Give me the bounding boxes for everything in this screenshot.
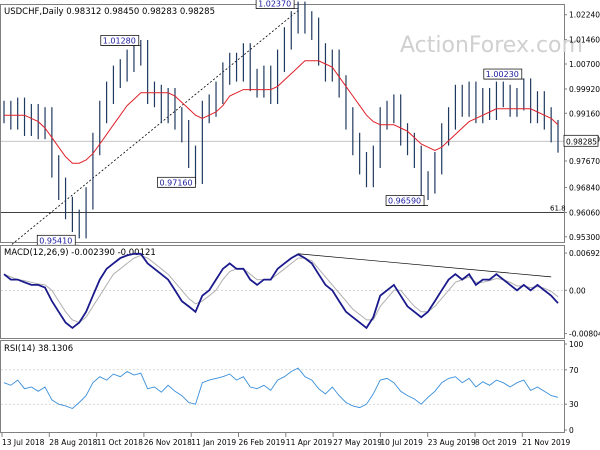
rsi-y-tick-label: 70	[569, 366, 579, 375]
rsi-line	[3, 367, 559, 410]
rsi-y-tick-label: 100	[569, 340, 584, 349]
annotation-label: 1.01280	[103, 36, 136, 45]
price-y-tick-label: 1.02240	[569, 11, 600, 20]
x-tick-label: 26 Nov 2018	[144, 438, 192, 447]
macd-y-tick-label: 0.006927	[569, 249, 600, 258]
rsi-y-tick-label: 0	[569, 426, 574, 435]
last-price-label: 0.98285	[566, 137, 597, 146]
macd-panel-frame	[0, 245, 565, 339]
macd-label: MACD(12,26,9) -0.002390 -0.00121	[4, 248, 156, 258]
price-y-tick-label: 0.99160	[569, 109, 600, 118]
macd-y-axis: 0.006927 0.00 -0.008049	[564, 249, 600, 339]
fib-level-label: 61.8	[550, 204, 566, 212]
x-tick-label: 8 Oct 2019	[475, 438, 517, 447]
x-tick-label: 28 Aug 2018	[49, 438, 97, 447]
rsi-panel-frame	[0, 340, 565, 433]
macd-y-tick-label: -0.008049	[569, 330, 600, 339]
macd-trendline	[298, 253, 552, 278]
moving-average-line	[4, 60, 559, 164]
annotation-box	[157, 176, 196, 188]
x-tick-label: 10 Jul 2019	[380, 438, 423, 447]
rsi-y-axis: 100 70 30 0	[1, 340, 584, 435]
macd-panel: MACD(12,26,9) -0.002390 -0.00121 0.00692…	[0, 245, 600, 339]
annotation-label: 1.02370	[258, 0, 291, 9]
x-tick-label: 13 Jul 2018	[2, 438, 45, 447]
x-tick-label: 23 Aug 2019	[428, 438, 476, 447]
x-axis: 13 Jul 2018 28 Aug 2018 11 Oct 2018 26 Nov …	[1, 433, 571, 447]
x-tick-label: 27 May 2019	[333, 438, 382, 447]
annotation-label: 1.00230	[486, 70, 519, 79]
x-tick-label: 11 Jan 2019	[191, 438, 236, 447]
x-tick-label: 11 Apr 2019	[286, 438, 333, 447]
x-tick-label: 26 Feb 2019	[239, 438, 286, 447]
x-tick-label: 21 Nov 2019	[522, 438, 570, 447]
price-y-tick-label: 0.96060	[569, 208, 600, 217]
annotation-box	[255, 0, 295, 9]
annotation-box	[100, 35, 140, 46]
price-y-tick-label: 1.00700	[569, 60, 600, 69]
macd-signal-line	[3, 254, 559, 324]
macd-line	[3, 252, 559, 330]
price-y-tick-label: 0.99920	[569, 85, 600, 94]
annotation-box	[385, 195, 425, 206]
x-tick-label: 11 Oct 2018	[97, 438, 144, 447]
macd-y-tick-label: 0.00	[569, 286, 586, 295]
annotation-label: 0.95410	[39, 236, 72, 245]
rsi-panel: RSI(14) 38.1306 100 70 30 0	[0, 340, 584, 435]
instrument-title: USDCHF,Daily 0.98312 0.98450 0.98283 0.9…	[4, 7, 215, 17]
price-y-tick-label: 0.95300	[569, 233, 600, 242]
price-y-tick-label: 1.01460	[569, 36, 600, 45]
watermark: ActionForex.com	[400, 33, 583, 58]
rsi-label: RSI(14) 38.1306	[4, 344, 73, 354]
annotation-label: 0.97160	[160, 178, 193, 187]
price-y-tick-label: 0.96840	[569, 184, 600, 193]
rsi-plot	[3, 367, 559, 410]
annotation-box	[483, 68, 523, 80]
rsi-y-tick-label: 30	[569, 400, 579, 409]
macd-plot	[1, 252, 564, 330]
price-y-tick-label: 0.97670	[569, 157, 600, 166]
last-price-tag	[563, 134, 599, 147]
annotation-label: 0.96590	[388, 197, 421, 206]
